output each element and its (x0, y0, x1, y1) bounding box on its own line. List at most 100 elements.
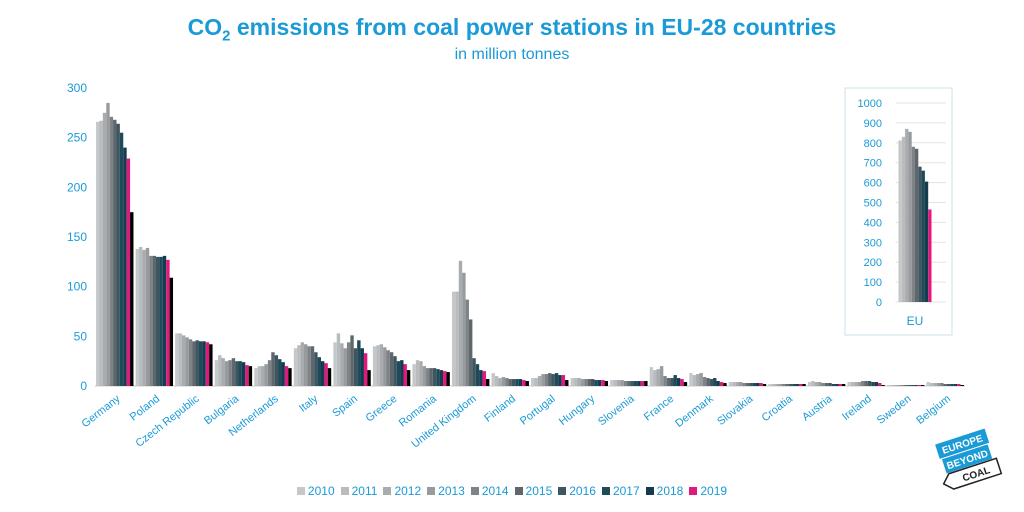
bar (109, 116, 114, 386)
bar (324, 363, 328, 386)
x-tick-label: Belgium (914, 393, 953, 427)
bar (696, 374, 700, 386)
bar (943, 384, 947, 386)
bar (446, 372, 450, 386)
bar (735, 382, 739, 386)
bar (890, 385, 894, 386)
bar (102, 112, 107, 386)
bar (195, 340, 199, 386)
bar (699, 373, 703, 386)
bar (205, 342, 210, 386)
bar (666, 378, 671, 386)
y-tick-label: 200 (67, 180, 87, 194)
eu-bar (918, 166, 922, 302)
bar (376, 345, 380, 386)
bar (346, 342, 351, 386)
legend-swatch (558, 486, 567, 495)
bar (759, 383, 763, 386)
bar (828, 383, 832, 386)
bar (867, 381, 872, 386)
legend-label: 2012 (394, 483, 422, 498)
x-tick-label: Spain (330, 393, 360, 420)
eu-bar (911, 146, 915, 302)
bar (228, 360, 232, 386)
bar (525, 381, 529, 386)
bar (357, 340, 361, 386)
bar (610, 380, 614, 386)
bar (145, 247, 150, 386)
bar (831, 384, 836, 386)
bar (393, 356, 397, 386)
bar (957, 384, 961, 386)
bar (209, 344, 213, 386)
eu-y-tick-label: 200 (864, 257, 882, 269)
bar (159, 256, 163, 386)
bar (149, 255, 153, 386)
chart-title: CO2 emissions from coal power stations i… (187, 14, 837, 45)
bar (192, 341, 196, 386)
eu-y-tick-label: 600 (864, 178, 882, 190)
bar (871, 382, 875, 386)
bar (386, 350, 390, 386)
bar (185, 337, 189, 386)
bar (659, 366, 664, 386)
bar (271, 352, 275, 386)
bar (245, 365, 249, 386)
bar (415, 360, 420, 386)
bar (360, 348, 364, 386)
legend-swatch (601, 486, 610, 495)
bar (756, 383, 760, 386)
bar (807, 382, 812, 386)
bar (881, 385, 885, 386)
legend-label: 2016 (569, 483, 596, 498)
bar (321, 361, 325, 386)
bar (198, 341, 203, 386)
bar (594, 380, 598, 386)
bar (297, 345, 301, 386)
bar (317, 357, 321, 386)
y-tick-label: 0 (80, 379, 87, 393)
x-tick-label: France (642, 393, 676, 424)
bar (762, 384, 767, 386)
bar (847, 382, 851, 386)
bar (372, 346, 377, 386)
bar (577, 378, 581, 386)
bar (508, 379, 512, 386)
eu-bar (905, 128, 909, 302)
bar (472, 358, 476, 386)
bar (897, 385, 901, 386)
x-tick-label: Denmark (673, 393, 716, 430)
bar (795, 384, 799, 386)
bar (584, 379, 588, 386)
bar (353, 348, 358, 386)
bar (178, 333, 182, 386)
x-tick-label: Croatia (760, 392, 796, 424)
bar (613, 380, 617, 386)
bar (126, 158, 131, 386)
bar (702, 377, 707, 386)
bar (893, 385, 898, 386)
bar (238, 361, 242, 386)
bar (501, 377, 506, 386)
legend-item: 2015 (514, 483, 552, 498)
eu-bar (928, 209, 932, 302)
x-tick-label: Austria (800, 392, 835, 423)
bar (389, 352, 394, 386)
eu-y-tick-label: 400 (864, 217, 882, 229)
bar (429, 368, 433, 386)
bar (367, 370, 371, 386)
bar (432, 368, 437, 386)
eu-bar (915, 148, 919, 302)
bar (264, 364, 268, 386)
bar (728, 382, 733, 386)
bar (548, 373, 552, 386)
bar (630, 381, 634, 386)
bar (166, 259, 170, 386)
bar (333, 342, 337, 386)
bar (224, 361, 229, 386)
bar (458, 260, 463, 386)
bar (771, 384, 776, 386)
bar (683, 382, 688, 386)
bar (597, 380, 602, 386)
bar (336, 333, 341, 386)
